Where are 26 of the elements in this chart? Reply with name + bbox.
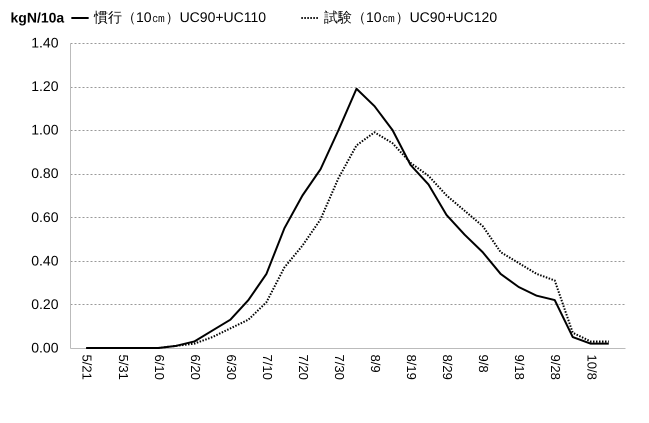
x-tick-label: 5/21 [80,354,95,380]
legend-label: 試験（10㎝）UC90+UC120 [324,9,498,25]
legend-label: 慣行（10㎝）UC90+UC110 [93,9,266,25]
x-tick-label: 7/20 [296,354,311,380]
x-tick-label: 7/30 [332,354,347,380]
x-tick-label: 5/31 [116,354,131,380]
x-tick-label: 8/9 [368,354,384,373]
y-tick-label: 0.20 [31,296,59,312]
y-tick-label: 0.40 [31,252,59,268]
x-tick-label: 6/20 [188,354,203,380]
x-tick-label: 7/10 [260,354,275,380]
y-tick-label: 1.00 [31,122,59,138]
x-tick-label: 9/28 [548,354,564,380]
x-tick-label: 6/30 [224,354,239,380]
y-tick-label: 0.80 [31,165,59,182]
x-tick-label: 6/10 [152,354,167,380]
x-tick-label: 9/8 [476,354,492,373]
x-tick-label: 9/18 [512,354,528,380]
x-tick-label: 8/19 [404,354,420,380]
x-tick-label: 8/29 [440,354,456,380]
x-tick-label: 10/8 [584,354,600,380]
y-tick-label: 1.20 [31,78,59,94]
y-tick-label: 0.00 [31,340,59,356]
y-axis-title: kgN/10a [10,10,64,26]
y-tick-label: 0.60 [31,208,59,225]
y-tick-label: 1.40 [31,34,59,50]
